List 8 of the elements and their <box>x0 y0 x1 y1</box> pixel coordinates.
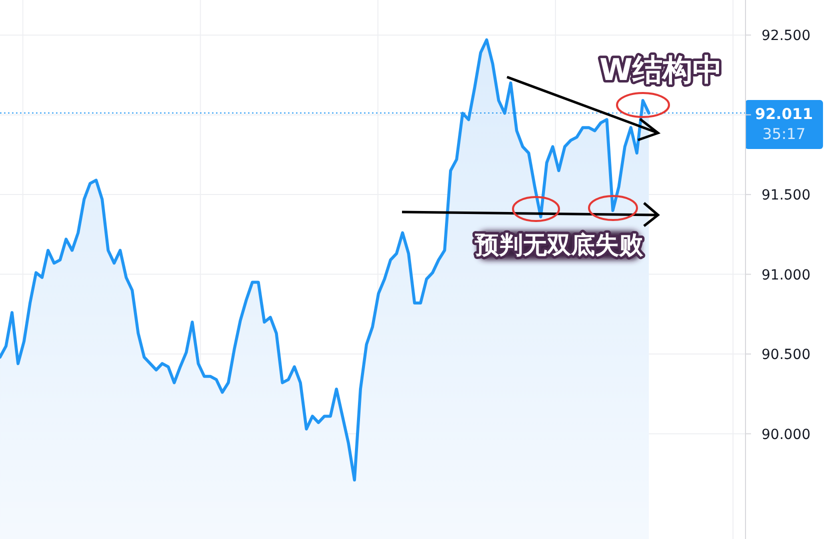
y-tick-label: 90.500 <box>762 347 810 364</box>
text: 35:17 <box>762 125 806 144</box>
y-tick-label: 91.500 <box>762 188 810 204</box>
y-tick-label: 90.000 <box>762 426 810 443</box>
ref-line-label: 92.011 <box>755 105 813 124</box>
y-tick-label: 92.500 <box>762 28 810 44</box>
y-tick-label: 91.000 <box>762 267 810 284</box>
annotation: W结构中 <box>599 53 723 88</box>
